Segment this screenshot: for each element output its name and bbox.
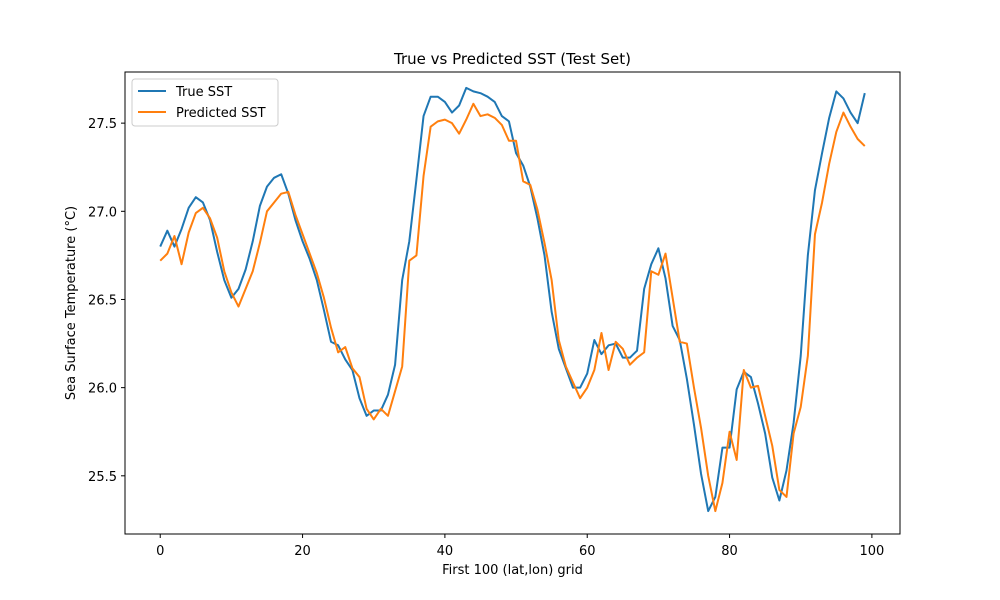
- axes-frame: [124, 71, 901, 535]
- series-line-true-sst: [159, 86, 866, 513]
- y-tick-label: 27.5: [88, 117, 117, 132]
- x-tick-label: 100: [859, 544, 884, 559]
- x-tick-label: 80: [721, 544, 738, 559]
- series-lines: [159, 86, 866, 513]
- legend-box: [131, 78, 279, 127]
- y-tick-label: 25.5: [88, 470, 117, 485]
- x-axis: 0 20 40 60 80 100: [156, 534, 884, 559]
- chart-title: True vs Predicted SST (Test Set): [393, 50, 631, 68]
- y-tick-label: 26.0: [88, 382, 117, 397]
- legend: True SST Predicted SST: [131, 78, 279, 127]
- y-axis-label: Sea Surface Temperature (°C): [64, 206, 79, 400]
- x-tick-label: 0: [156, 544, 164, 559]
- x-axis-label: First 100 (lat,lon) grid: [442, 563, 583, 578]
- x-tick-label: 40: [437, 544, 454, 559]
- y-tick-label: 26.5: [88, 293, 117, 308]
- legend-label-true-sst: True SST: [175, 85, 232, 100]
- y-tick-label: 27.0: [88, 205, 117, 220]
- series-line-predicted-sst: [159, 102, 866, 513]
- x-tick-label: 60: [579, 544, 596, 559]
- y-axis: 25.5 26.0 26.5 27.0 27.5: [88, 117, 125, 485]
- x-tick-label: 20: [294, 544, 311, 559]
- plot-area: [124, 71, 901, 535]
- legend-label-predicted-sst: Predicted SST: [176, 106, 266, 121]
